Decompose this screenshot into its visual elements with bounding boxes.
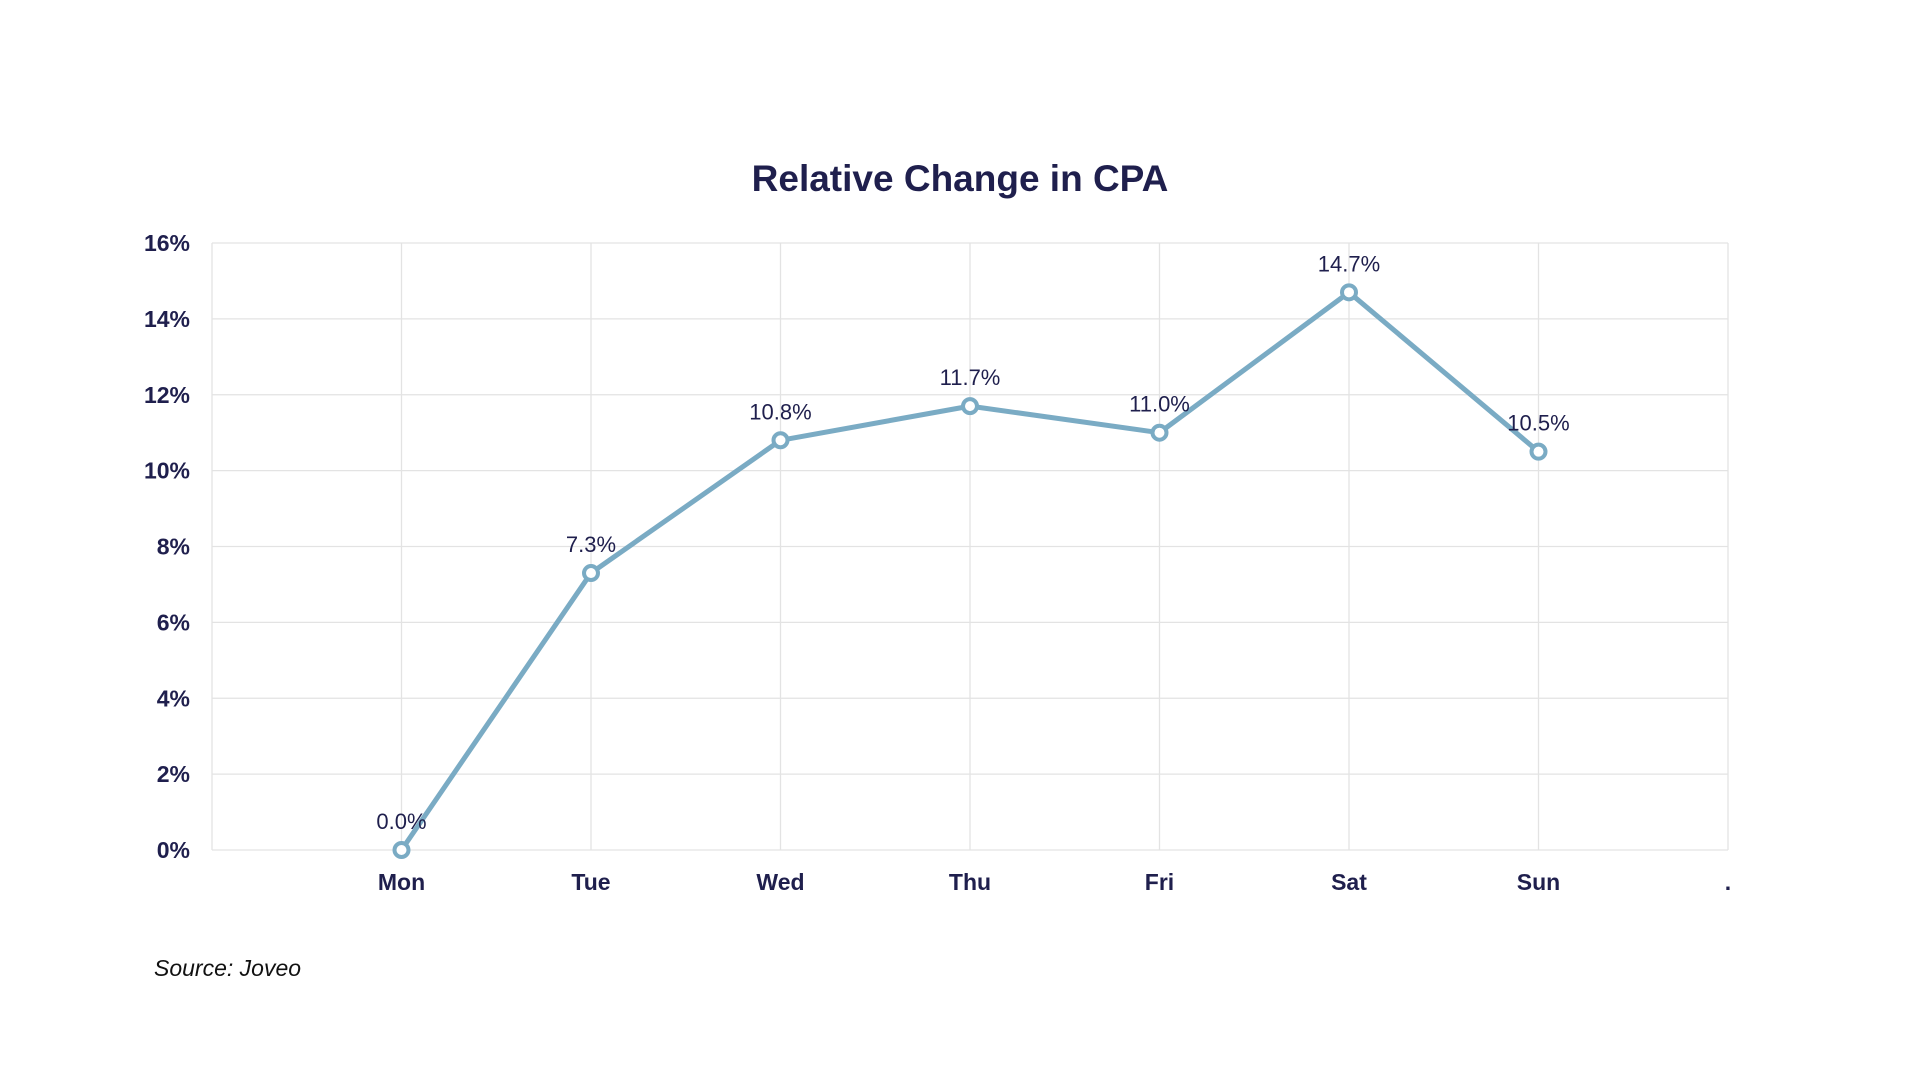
data-label: 14.7% — [1318, 251, 1380, 276]
data-point — [1529, 442, 1548, 461]
data-point — [1340, 283, 1358, 302]
y-tick-label: 16% — [144, 230, 190, 256]
data-label: 10.8% — [749, 399, 811, 424]
data-point — [961, 397, 979, 416]
y-tick-label: 10% — [144, 458, 190, 484]
data-label: 11.0% — [1129, 392, 1190, 417]
x-tick-label: Mon — [378, 869, 425, 895]
data-label: 11.7% — [940, 365, 1001, 390]
x-tick-label: Thu — [949, 869, 991, 895]
y-tick-label: 12% — [144, 382, 190, 408]
data-point — [392, 841, 411, 859]
y-tick-label: 2% — [157, 761, 190, 787]
data-label: 10.5% — [1507, 411, 1569, 436]
x-tick-label-extra: . — [1725, 869, 1731, 895]
y-tick-label: 4% — [157, 685, 190, 711]
y-tick-label: 6% — [157, 609, 190, 635]
data-point — [1150, 423, 1169, 442]
y-tick-label: 0% — [157, 837, 190, 863]
data-point — [582, 564, 600, 583]
x-tick-label: Wed — [756, 869, 804, 895]
y-tick-label: 8% — [157, 534, 190, 560]
x-tick-label: Tue — [571, 869, 610, 895]
x-tick-label: Fri — [1145, 869, 1174, 895]
source-note: Source: Joveo — [154, 955, 302, 981]
chart-title: Relative Change in CPA — [751, 158, 1169, 199]
x-tick-label: Sun — [1517, 869, 1560, 895]
x-tick-label: Sat — [1331, 869, 1367, 895]
y-tick-label: 14% — [144, 306, 190, 332]
data-label: 0.0% — [376, 809, 426, 834]
data-label: 7.3% — [566, 532, 616, 557]
data-point — [771, 431, 790, 450]
